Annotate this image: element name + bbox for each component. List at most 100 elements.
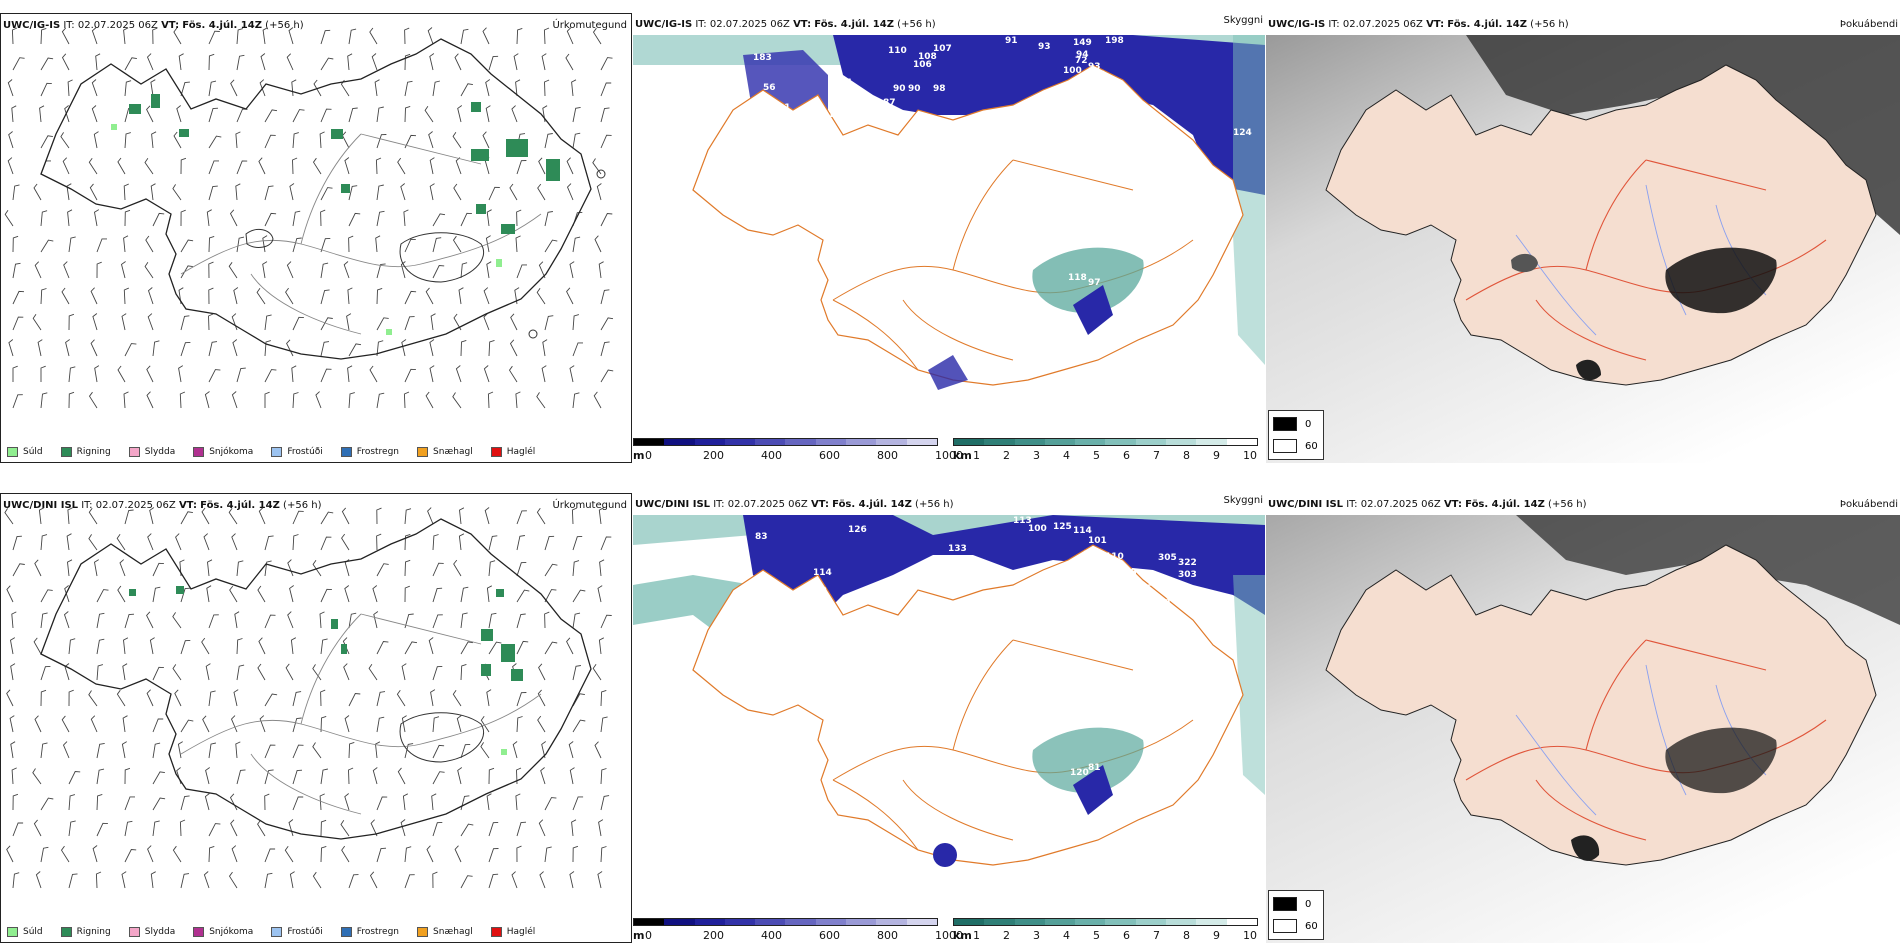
wind-barb bbox=[376, 106, 384, 123]
wind-barb bbox=[4, 508, 14, 525]
wind-barb bbox=[600, 846, 607, 863]
wind-barb bbox=[40, 665, 51, 681]
wind-barb bbox=[208, 107, 219, 123]
wind-barb bbox=[12, 394, 23, 409]
wind-barb bbox=[376, 263, 386, 279]
wind-barb bbox=[369, 27, 378, 45]
wind-barb bbox=[600, 341, 610, 357]
wind-barb bbox=[404, 846, 412, 863]
wind-barb bbox=[152, 27, 158, 45]
wind-barb bbox=[60, 845, 70, 863]
wind-barb bbox=[89, 183, 98, 201]
wind-barb bbox=[515, 391, 521, 409]
wind-barb bbox=[600, 134, 612, 149]
wind-barb bbox=[175, 533, 182, 551]
wind-barb bbox=[572, 132, 581, 149]
wind-barb bbox=[488, 873, 499, 889]
legend-swatch bbox=[417, 447, 429, 457]
wind-barb bbox=[180, 157, 187, 175]
wind-barb bbox=[235, 183, 241, 201]
wind-barb bbox=[544, 589, 557, 603]
wind-barb bbox=[452, 392, 462, 409]
wind-barb bbox=[124, 57, 137, 71]
ceiling-label: 124 bbox=[1233, 128, 1252, 138]
wind-barb bbox=[569, 365, 575, 383]
wind-barb bbox=[565, 53, 574, 71]
wind-barb bbox=[124, 343, 137, 357]
wind-barb bbox=[259, 79, 266, 97]
wind-barb bbox=[516, 264, 527, 279]
wind-barb bbox=[264, 369, 277, 383]
ceiling-label: 97 bbox=[1088, 278, 1101, 288]
ceiling-label: 114 bbox=[1073, 526, 1092, 536]
low-cloud-sea-top bbox=[743, 515, 1265, 625]
ceiling-label: 91 bbox=[778, 103, 791, 113]
wind-barb bbox=[370, 819, 378, 837]
wind-barb bbox=[179, 559, 185, 577]
wind-barb bbox=[432, 562, 444, 577]
wind-barb bbox=[152, 718, 164, 733]
wind-barb bbox=[180, 315, 190, 331]
wind-barb bbox=[538, 819, 546, 837]
wind-barb bbox=[40, 365, 46, 382]
ceiling-label: 131 bbox=[1128, 594, 1147, 604]
visibility-unit: km bbox=[953, 449, 972, 462]
wind-barb bbox=[205, 767, 210, 785]
wind-barb bbox=[180, 639, 191, 655]
wind-barb bbox=[516, 160, 527, 175]
ceiling-label: 305 bbox=[1158, 553, 1177, 563]
wind-barb bbox=[376, 847, 387, 863]
wind-barb bbox=[289, 871, 295, 889]
ceiling-label: 93 bbox=[1088, 62, 1101, 72]
visibility-bar bbox=[953, 438, 1258, 446]
wind-barb bbox=[544, 239, 558, 253]
wind-barb bbox=[96, 768, 105, 785]
wind-barb bbox=[480, 742, 490, 759]
wind-barb bbox=[488, 535, 498, 551]
ceiling-label: 100 bbox=[1063, 66, 1082, 76]
wind-barb bbox=[404, 874, 415, 889]
wind-barb bbox=[320, 768, 328, 785]
wind-barb bbox=[320, 209, 326, 227]
wind-barb bbox=[208, 235, 215, 253]
low-cloud-spot bbox=[933, 843, 957, 867]
wind-barb bbox=[427, 507, 434, 525]
legend-item: Snjókoma bbox=[193, 447, 253, 457]
precip-rain-patches bbox=[129, 586, 523, 681]
legend-item: Haglél bbox=[490, 927, 535, 937]
wind-barb bbox=[432, 265, 445, 279]
colorbar-tick-label: 9 bbox=[1213, 929, 1220, 942]
wind-barb bbox=[454, 53, 462, 71]
wind-barb bbox=[202, 715, 210, 733]
wind-barb bbox=[206, 209, 212, 227]
wind-barb bbox=[236, 160, 248, 175]
wind-barb bbox=[400, 819, 406, 837]
colorbar-tick-label: 200 bbox=[703, 929, 724, 942]
wind-barb bbox=[40, 210, 48, 227]
legend-swatch bbox=[490, 447, 502, 457]
wind-barb bbox=[516, 561, 527, 577]
legend-swatch bbox=[7, 927, 18, 937]
wind-barb bbox=[40, 797, 54, 811]
wind-barb bbox=[460, 83, 473, 97]
wind-barb bbox=[292, 392, 299, 409]
station-marker bbox=[528, 329, 538, 339]
wind-barb bbox=[320, 289, 330, 305]
wind-barb bbox=[12, 793, 19, 811]
legend-swatch bbox=[271, 927, 283, 937]
wind-barb bbox=[68, 689, 74, 707]
wind-barb bbox=[146, 105, 154, 123]
wind-barb bbox=[90, 287, 98, 305]
low-cloud-south-coast bbox=[928, 355, 968, 390]
wind-barb bbox=[152, 820, 160, 837]
wind-barb bbox=[569, 261, 575, 279]
wind-barb bbox=[348, 874, 359, 889]
ceiling-label: 108 bbox=[918, 52, 937, 62]
legend-label: Slydda bbox=[144, 447, 176, 457]
wind-barb bbox=[91, 79, 98, 97]
wind-barb bbox=[429, 339, 435, 357]
wind-barb bbox=[258, 507, 266, 525]
wind-barb bbox=[486, 209, 492, 227]
wind-barb bbox=[67, 79, 73, 97]
wind-barb bbox=[516, 613, 526, 629]
